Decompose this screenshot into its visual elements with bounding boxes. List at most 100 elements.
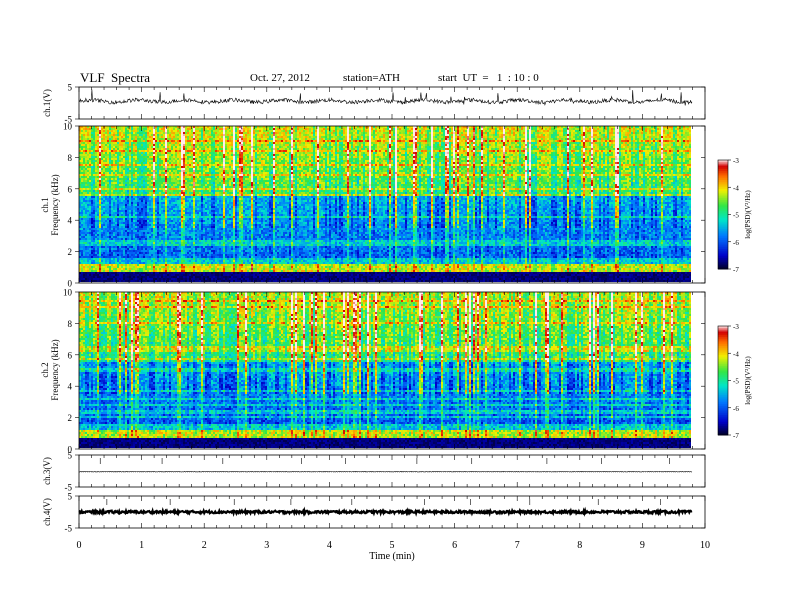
- spectrogram-cell: [93, 262, 95, 264]
- spectrogram-cell: [93, 158, 95, 160]
- spectrogram-cell: [81, 266, 83, 268]
- spectrogram-cell: [97, 220, 99, 222]
- spectrogram-cell: [99, 160, 101, 162]
- spectrogram-cell: [83, 152, 85, 154]
- spectrogram-cell: [93, 272, 95, 274]
- spectrogram-cell: [89, 170, 91, 172]
- spectrogram-cell: [99, 168, 101, 170]
- spectrogram-cell: [89, 254, 91, 256]
- spectrogram-cell: [83, 138, 85, 140]
- spectrogram-cell: [87, 260, 89, 262]
- spectrogram-cell: [83, 222, 85, 224]
- spectrogram-cell: [91, 130, 93, 132]
- spectrogram-cell: [81, 218, 83, 220]
- spectrogram-cell: [83, 166, 85, 168]
- spectrogram-cell: [91, 138, 93, 140]
- spectrogram-cell: [97, 212, 99, 214]
- spectrogram-cell: [87, 128, 89, 130]
- spectrogram-cell: [97, 142, 99, 144]
- spectrogram-cell: [81, 196, 83, 198]
- spectrogram-cell: [93, 240, 95, 242]
- spectrogram-cell: [83, 276, 85, 278]
- spectrogram-cell: [99, 270, 101, 272]
- spectrogram-cell: [87, 248, 89, 250]
- spectrogram-cell: [99, 238, 101, 240]
- spectrogram-cell: [89, 278, 91, 280]
- spectrogram-cell: [91, 274, 93, 276]
- spectrogram-cell: [93, 194, 95, 196]
- spectrogram-cell: [99, 128, 101, 130]
- spectrogram-cell: [85, 264, 87, 266]
- spectrogram-cell: [95, 146, 97, 148]
- spectrogram-cell: [91, 156, 93, 158]
- spectrogram-cell: [101, 142, 103, 144]
- spectrogram-cell: [91, 152, 93, 154]
- spectrogram-cell: [89, 206, 91, 208]
- spectrogram-cell: [95, 188, 97, 190]
- spectrogram-cell: [89, 212, 91, 214]
- spectrogram-cell: [101, 236, 103, 238]
- spectrogram-cell: [97, 244, 99, 246]
- spectrogram-cell: [83, 144, 85, 146]
- spectrogram-cell: [85, 176, 87, 178]
- spectrogram-cell: [103, 166, 105, 168]
- spectrogram-cell: [93, 202, 95, 204]
- spectrogram-cell: [99, 272, 101, 274]
- spectrogram-cell: [83, 262, 85, 264]
- spectrogram-cell: [101, 202, 103, 204]
- spectrogram-cell: [93, 210, 95, 212]
- spectrogram-cell: [87, 130, 89, 132]
- spectrogram-cell: [83, 200, 85, 202]
- spectrogram-cell: [87, 138, 89, 140]
- spectrogram-cell: [97, 186, 99, 188]
- spectrogram-cell: [97, 128, 99, 130]
- spectrogram-cell: [89, 240, 91, 242]
- spectrogram-cell: [99, 260, 101, 262]
- spectrogram-cell: [83, 128, 85, 130]
- spectrogram-cell: [85, 240, 87, 242]
- spectrogram-cell: [83, 178, 85, 180]
- spectrogram-cell: [91, 260, 93, 262]
- spectrogram-cell: [89, 154, 91, 156]
- spectrogram-cell: [85, 234, 87, 236]
- spectrogram-cell: [81, 144, 83, 146]
- spectrogram-cell: [87, 190, 89, 192]
- spectrogram-cell: [91, 222, 93, 224]
- spectrogram-cell: [91, 270, 93, 272]
- spectrogram-cell: [85, 236, 87, 238]
- spectrogram-cell: [85, 166, 87, 168]
- spectrogram-cell: [87, 168, 89, 170]
- spectrogram-cell: [91, 262, 93, 264]
- spectrogram-cell: [99, 158, 101, 160]
- spectrogram-cell: [101, 176, 103, 178]
- spectrogram-cell: [87, 174, 89, 176]
- spectrogram-cell: [89, 270, 91, 272]
- spectrogram-cell: [81, 134, 83, 136]
- spectrogram-cell: [81, 172, 83, 174]
- spectrogram-cell: [95, 210, 97, 212]
- spectrogram-cell: [83, 218, 85, 220]
- spectrogram-cell: [99, 226, 101, 228]
- spectrogram-cell: [95, 180, 97, 182]
- spectrogram-cell: [89, 144, 91, 146]
- spectrogram-cell: [101, 154, 103, 156]
- spectrogram-cell: [87, 186, 89, 188]
- spectrogram-cell: [89, 222, 91, 224]
- spectrogram-cell: [103, 142, 105, 144]
- spectrogram-cell: [93, 238, 95, 240]
- spectrogram-cell: [97, 238, 99, 240]
- spectrogram-cell: [91, 258, 93, 260]
- spectrogram-cell: [101, 140, 103, 142]
- spectrogram-cell: [101, 166, 103, 168]
- spectrogram-cell: [97, 262, 99, 264]
- spectrogram-cell: [97, 178, 99, 180]
- spectrogram-cell: [99, 182, 101, 184]
- spectrogram-cell: [81, 226, 83, 228]
- spectrogram-cell: [97, 232, 99, 234]
- spectrogram-cell: [91, 272, 93, 274]
- spectrogram-cell: [93, 208, 95, 210]
- spectrogram-cell: [83, 264, 85, 266]
- spectrogram-cell: [93, 186, 95, 188]
- spectrogram-cell: [85, 184, 87, 186]
- spectrogram-cell: [99, 266, 101, 268]
